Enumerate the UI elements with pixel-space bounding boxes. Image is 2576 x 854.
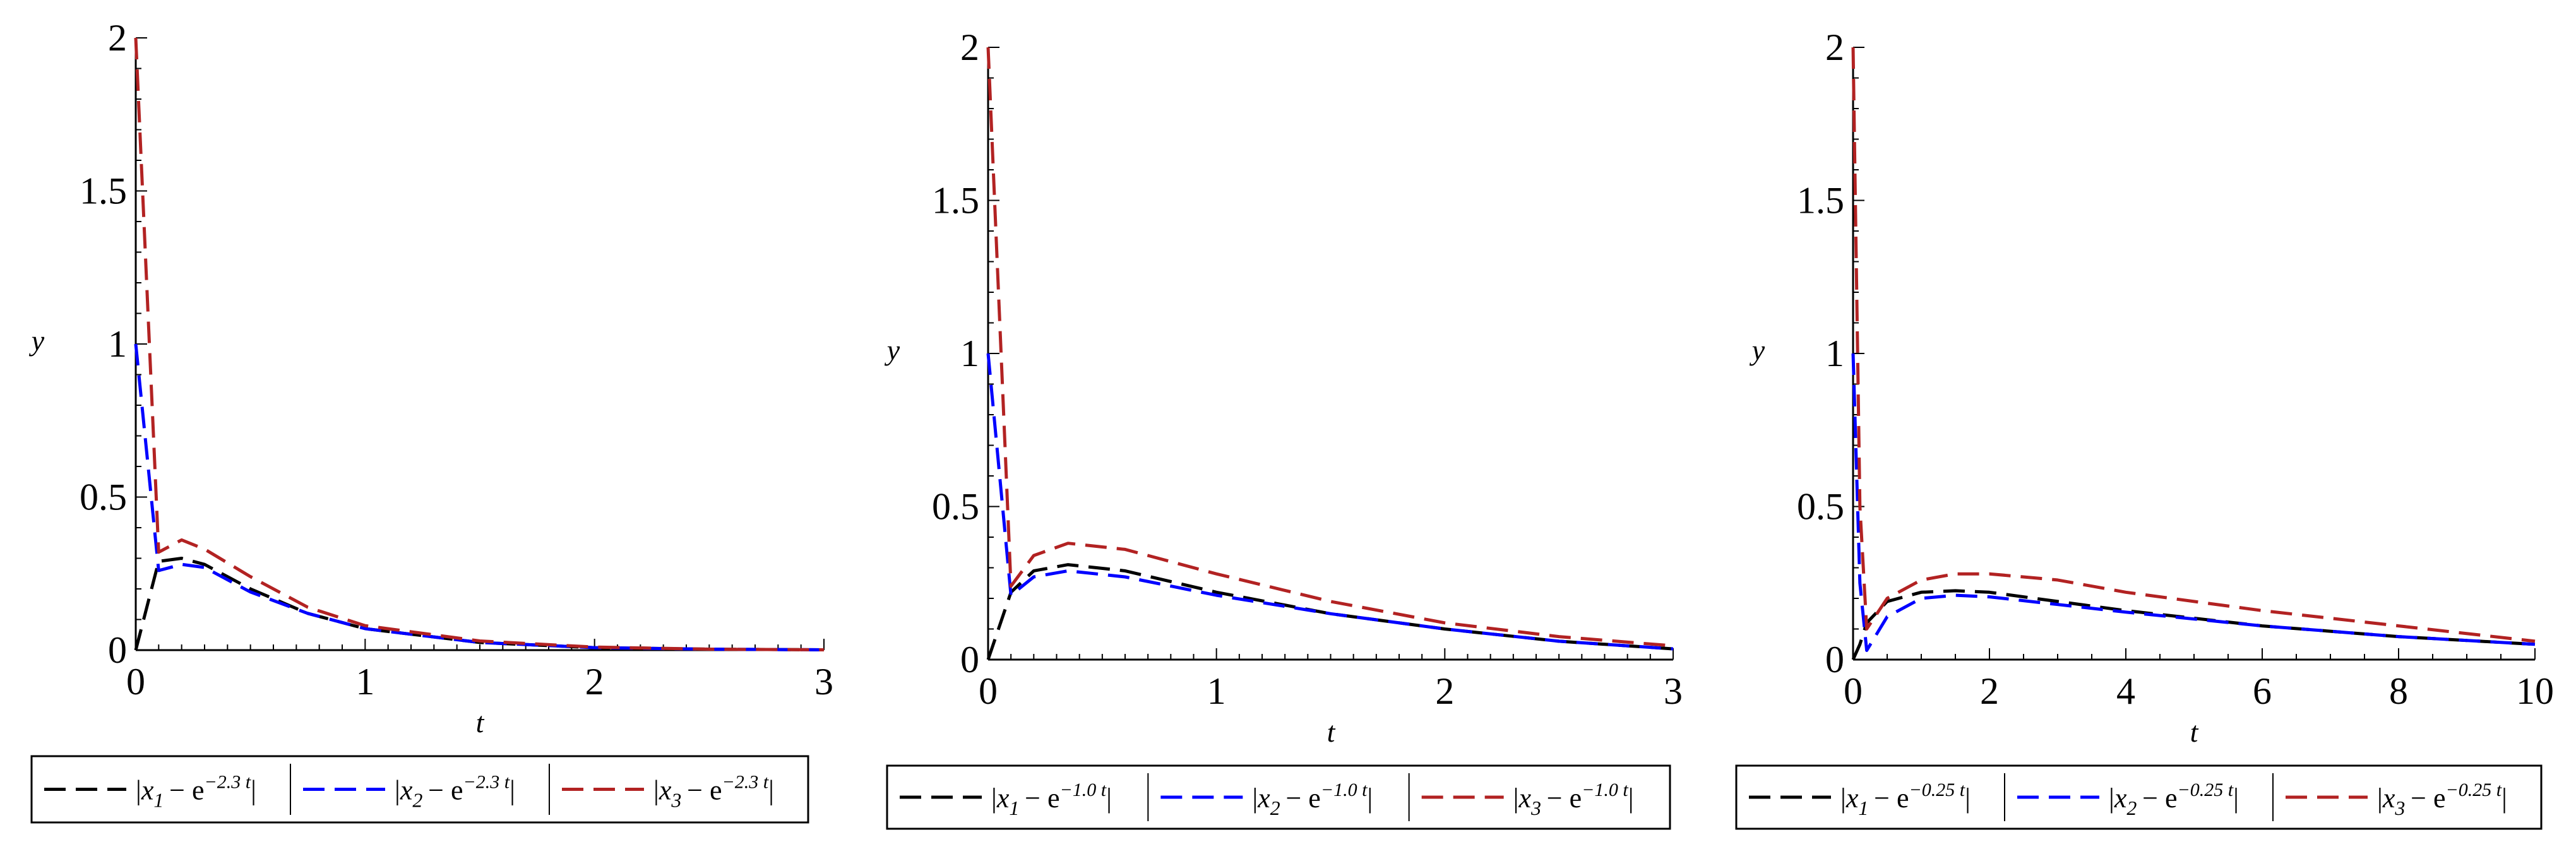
series-line-3 [1851, 47, 2536, 643]
series-line-2 [986, 353, 1674, 651]
x-tick-label: 3 [814, 661, 833, 703]
y-tick-label: 1.5 [80, 170, 127, 212]
y-tick-label: 2 [960, 27, 979, 68]
legend: |x1 − e−2.3 t| |x2 − e−2.3 t| |x3 − e−2.3 … [30, 755, 809, 824]
x-axis-label: t [2190, 716, 2199, 748]
x-tick-label: 3 [1664, 670, 1683, 712]
legend-entry-2: |x2 − e−2.3 t| [395, 772, 515, 812]
legend: |x1 − e−1.0 t| |x2 − e−1.0 t| |x3 − e−1.0 … [886, 764, 1671, 830]
y-tick-label: 0 [1825, 639, 1844, 680]
x-tick-label: 4 [2116, 670, 2135, 712]
y-tick-label: 1 [1825, 333, 1844, 374]
x-tick-label: 10 [2516, 670, 2554, 712]
series-line-3 [986, 47, 1674, 648]
legend-box [1735, 764, 2543, 830]
x-tick-label: 6 [2253, 670, 2272, 712]
x-tick-label: 1 [1207, 670, 1226, 712]
x-tick-label: 0 [1844, 670, 1863, 712]
legend-entry-1: |x1 − e−2.3 t| [136, 772, 256, 812]
legend: |x1 − e−0.25 t| |x2 − e−0.25 t| |x3 − e−0.… [1735, 764, 2543, 830]
x-tick-label: 1 [355, 661, 374, 703]
y-tick-label: 2 [108, 17, 127, 59]
legend-entry-2: |x2 − e−1.0 t| [1252, 780, 1373, 819]
x-tick-label: 0 [126, 661, 145, 703]
x-tick-label: 2 [1435, 670, 1454, 712]
y-tick-label: 0 [108, 629, 127, 671]
x-tick-label: 2 [585, 661, 604, 703]
y-tick-label: 1.5 [932, 180, 979, 222]
chart-2: 0 0.5 1 1.5 2 0 1 2 3 y t |x1 − e−1.0 t| |x2 − e−1.0… [885, 27, 1683, 830]
legend-entry-3: |x3 − e−1.0 t| [1513, 780, 1634, 819]
y-tick-label: 2 [1825, 27, 1844, 68]
legend-entry-3: |x3 − e−2.3 t| [653, 772, 774, 812]
x-axis-label: t [476, 706, 485, 738]
series-line-1 [134, 557, 825, 651]
legend-box [886, 764, 1671, 830]
legend-box [30, 755, 809, 824]
y-tick-label: 0 [960, 639, 979, 680]
y-tick-label: 1.5 [1797, 180, 1844, 222]
legend-entry-1: |x1 − e−1.0 t| [991, 780, 1112, 819]
y-axis-label: y [1750, 334, 1765, 366]
x-axis-label: t [1327, 716, 1336, 748]
series-line-3 [134, 37, 825, 651]
legend-entry-1: |x1 − e−0.25 t| [1840, 780, 1971, 819]
chart-1: 0 0.5 1 1.5 2 0 1 2 3 y t |x1 − e−2.3 t| |x2 − e−2.3… [29, 17, 833, 824]
series-line-2 [134, 343, 825, 651]
x-tick-label: 8 [2389, 670, 2408, 712]
chart-3: 0 0.5 1 1.5 2 0 2 4 6 8 10 y t |x1 − e−0.25 t| |x2 − e… [1735, 27, 2554, 830]
y-tick-label: 1 [108, 323, 127, 365]
y-tick-label: 0.5 [80, 477, 127, 518]
y-tick-label: 1 [960, 333, 979, 374]
x-tick-label: 2 [1980, 670, 1999, 712]
y-tick-label: 0.5 [932, 486, 979, 528]
legend-entry-3: |x3 − e−0.25 t| [2377, 780, 2507, 819]
y-tick-label: 0.5 [1797, 486, 1844, 528]
x-tick-label: 0 [979, 670, 998, 712]
legend-entry-2: |x2 − e−0.25 t| [2109, 780, 2239, 819]
series-line-2 [1851, 353, 2536, 652]
y-axis-label: y [29, 324, 45, 357]
y-axis-label: y [885, 334, 900, 366]
